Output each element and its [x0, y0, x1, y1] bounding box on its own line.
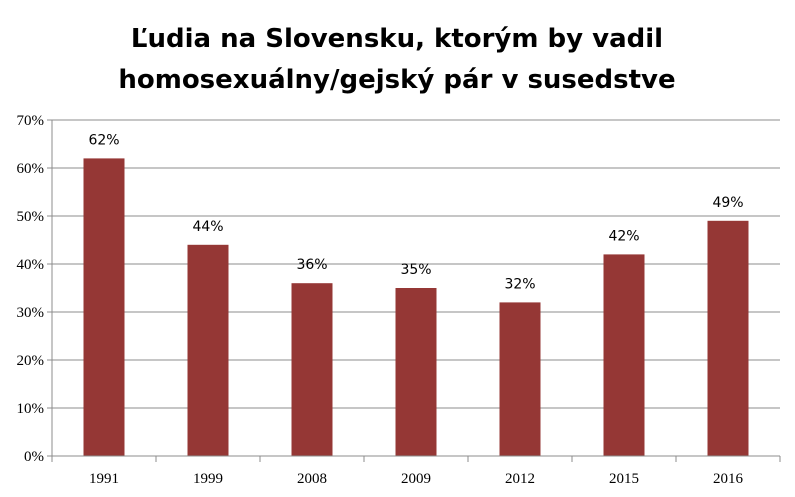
data-label-2012: 32%: [504, 276, 535, 292]
bars: [83, 158, 749, 456]
x-axis-categories: 1991 1999 2008 2009 2012 2015 2016: [89, 471, 744, 487]
data-label-1999: 44%: [192, 219, 223, 235]
y-tick-label: 10%: [17, 401, 45, 417]
data-label-2008: 36%: [296, 257, 327, 273]
x-tick-label-2008: 2008: [297, 471, 327, 487]
bar-2012: [499, 302, 541, 456]
data-labels: 62% 44% 36% 35% 32% 42% 49%: [88, 132, 743, 292]
data-label-2016: 49%: [712, 195, 743, 211]
y-tick-label: 20%: [17, 353, 45, 369]
chart-title: Ľudia na Slovensku, ktorým by vadil homo…: [118, 24, 675, 95]
data-label-2009: 35%: [400, 262, 431, 278]
y-axis-ticks: 0% 10% 20% 30% 40% 50% 60% 70%: [17, 113, 52, 465]
data-label-1991: 62%: [88, 132, 119, 148]
bar-2015: [603, 254, 645, 456]
chart-title-line-1: Ľudia na Slovensku, ktorým by vadil: [131, 24, 663, 54]
x-tick-label-2016: 2016: [713, 471, 744, 487]
x-tick-label-1999: 1999: [193, 471, 223, 487]
x-tick-label-2015: 2015: [609, 471, 639, 487]
x-tick-label-1991: 1991: [89, 471, 119, 487]
chart-title-line-2: homosexuálny/gejský pár v susedstve: [118, 65, 675, 95]
y-tick-label: 40%: [17, 257, 45, 273]
bar-2008: [291, 283, 333, 456]
y-tick-label: 30%: [17, 305, 45, 321]
bar-2009: [395, 288, 437, 456]
y-tick-label: 70%: [17, 113, 45, 129]
bar-1999: [187, 244, 229, 456]
bar-1991: [83, 158, 125, 456]
data-label-2015: 42%: [608, 228, 639, 244]
axes: [51, 120, 781, 462]
bar-2016: [707, 220, 749, 456]
x-tick-label-2012: 2012: [505, 471, 535, 487]
y-tick-label: 60%: [17, 161, 45, 177]
y-tick-label: 0%: [24, 449, 44, 465]
x-tick-label-2009: 2009: [401, 471, 431, 487]
y-tick-label: 50%: [17, 209, 45, 225]
